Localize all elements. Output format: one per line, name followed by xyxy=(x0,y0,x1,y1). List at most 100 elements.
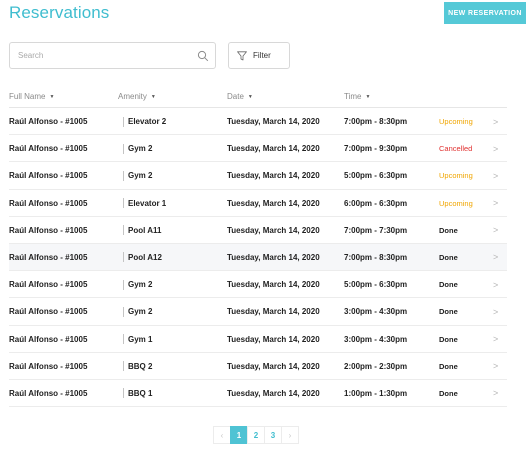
status-badge: Done xyxy=(439,280,458,290)
caret-down-icon: ▼ xyxy=(247,93,253,100)
chevron-right-icon[interactable]: > xyxy=(493,306,499,317)
chevron-right-icon[interactable]: > xyxy=(493,252,499,263)
date-cell: Tuesday, March 14, 2020 xyxy=(227,198,320,208)
table-row[interactable]: Raúl Alfonso - #1005 Gym 2 Tuesday, Marc… xyxy=(9,162,507,190)
chevron-right-icon[interactable]: > xyxy=(493,361,499,372)
amenity-cell: Elevator 2 xyxy=(123,108,166,135)
chevron-right-icon[interactable]: > xyxy=(493,334,499,344)
amenity-cell: Gym 1 xyxy=(123,326,152,353)
new-reservation-button[interactable]: NEW RESERVATION xyxy=(444,2,526,24)
amenity-cell: BBQ 1 xyxy=(123,380,152,407)
status-badge: Upcoming xyxy=(439,117,473,126)
chevron-right-icon[interactable]: > xyxy=(493,388,499,399)
table-row[interactable]: Raúl Alfonso - #1005 Elevator 2 Tuesday,… xyxy=(9,108,507,136)
status-badge: Done xyxy=(439,388,458,398)
table-row[interactable]: Raúl Alfonso - #1005 Gym 1 Tuesday, Marc… xyxy=(9,326,507,353)
chevron-right-icon[interactable]: > xyxy=(493,116,499,127)
table-row[interactable]: Raúl Alfonso - #1005 Pool A12 Tuesday, M… xyxy=(9,243,507,272)
amenity-label: Gym 2 xyxy=(128,144,153,154)
page-title: Reservations xyxy=(9,3,110,22)
amenity-cell: Gym 2 xyxy=(123,298,152,325)
search-icon[interactable] xyxy=(197,50,209,62)
full-name-cell: Raúl Alfonso - #1005 xyxy=(9,171,88,181)
table-row[interactable]: Raúl Alfonso - #1005 BBQ 1 Tuesday, Marc… xyxy=(9,380,507,408)
date-cell: Tuesday, March 14, 2020 xyxy=(227,171,320,181)
column-header-full-name[interactable]: Full Name ▼ xyxy=(9,92,54,101)
time-cell: 3:00pm - 4:30pm xyxy=(344,307,408,317)
status-badge: Done xyxy=(439,307,458,317)
table-row[interactable]: Raúl Alfonso - #1005 Gym 2 Tuesday, Marc… xyxy=(9,271,507,299)
status-badge: Done xyxy=(439,252,458,262)
page-button[interactable]: 1 xyxy=(230,426,248,444)
status-badge: Done xyxy=(439,361,458,371)
table-row[interactable]: Raúl Alfonso - #1005 Elevator 1 Tuesday,… xyxy=(9,190,507,217)
amenity-cell: Gym 2 xyxy=(123,162,152,189)
divider xyxy=(123,388,124,399)
table-row[interactable]: Raúl Alfonso - #1005 Pool A11 Tuesday, M… xyxy=(9,217,507,244)
date-cell: Tuesday, March 14, 2020 xyxy=(227,225,320,235)
divider xyxy=(123,225,124,236)
table-row[interactable]: Raúl Alfonso - #1005 BBQ 2 Tuesday, Marc… xyxy=(9,353,507,380)
amenity-label: Pool A12 xyxy=(128,252,162,262)
divider xyxy=(123,252,124,263)
chevron-right-icon[interactable]: > xyxy=(493,225,499,236)
time-cell: 2:00pm - 2:30pm xyxy=(344,361,408,371)
table-row[interactable]: Raúl Alfonso - #1005 Gym 2 Tuesday, Marc… xyxy=(9,298,507,326)
filter-icon xyxy=(237,50,247,60)
pagination: ‹ 1 2 3 › xyxy=(213,426,299,444)
column-label: Full Name xyxy=(9,92,46,101)
column-header-time[interactable]: Time ▼ xyxy=(344,92,370,101)
full-name-cell: Raúl Alfonso - #1005 xyxy=(9,198,88,208)
amenity-label: Gym 1 xyxy=(128,334,153,344)
amenity-cell: Gym 2 xyxy=(123,135,152,162)
page-button[interactable]: 2 xyxy=(247,426,265,444)
column-header-date[interactable]: Date ▼ xyxy=(227,92,253,101)
column-label: Amenity xyxy=(118,92,147,101)
date-cell: Tuesday, March 14, 2020 xyxy=(227,361,320,371)
table-row[interactable]: Raúl Alfonso - #1005 Gym 2 Tuesday, Marc… xyxy=(9,135,507,163)
time-cell: 6:00pm - 6:30pm xyxy=(344,198,408,208)
chevron-right-icon[interactable]: › xyxy=(281,426,299,444)
divider xyxy=(123,334,124,344)
date-cell: Tuesday, March 14, 2020 xyxy=(227,252,320,262)
date-cell: Tuesday, March 14, 2020 xyxy=(227,334,320,344)
amenity-cell: BBQ 2 xyxy=(123,353,152,380)
divider xyxy=(123,198,124,209)
search-input[interactable] xyxy=(18,51,188,60)
amenity-label: Elevator 1 xyxy=(128,198,167,208)
time-cell: 5:00pm - 6:30pm xyxy=(344,280,408,290)
chevron-left-icon[interactable]: ‹ xyxy=(213,426,231,444)
divider xyxy=(123,279,124,290)
time-cell: 7:00pm - 8:30pm xyxy=(344,252,408,262)
status-badge: Upcoming xyxy=(439,198,473,208)
status-badge: Done xyxy=(439,334,458,344)
caret-down-icon: ▼ xyxy=(150,93,156,100)
status-badge: Done xyxy=(439,225,458,235)
chevron-right-icon[interactable]: > xyxy=(493,143,499,154)
full-name-cell: Raúl Alfonso - #1005 xyxy=(9,225,88,235)
chevron-right-icon[interactable]: > xyxy=(493,279,499,290)
time-cell: 7:00pm - 7:30pm xyxy=(344,225,408,235)
full-name-cell: Raúl Alfonso - #1005 xyxy=(9,280,88,290)
date-cell: Tuesday, March 14, 2020 xyxy=(227,144,320,154)
amenity-cell: Elevator 1 xyxy=(123,190,166,217)
chevron-right-icon[interactable]: > xyxy=(493,170,499,181)
table-header: Full Name ▼ Amenity ▼ Date ▼ Time ▼ xyxy=(0,88,532,108)
amenity-cell: Pool A12 xyxy=(123,244,162,271)
amenity-label: BBQ 1 xyxy=(128,388,153,398)
full-name-cell: Raúl Alfonso - #1005 xyxy=(9,307,88,317)
column-label: Date xyxy=(227,92,244,101)
time-cell: 7:00pm - 9:30pm xyxy=(344,144,408,154)
amenity-cell: Pool A11 xyxy=(123,217,162,244)
full-name-cell: Raúl Alfonso - #1005 xyxy=(9,361,88,371)
full-name-cell: Raúl Alfonso - #1005 xyxy=(9,144,88,154)
amenity-label: Gym 2 xyxy=(128,171,153,181)
date-cell: Tuesday, March 14, 2020 xyxy=(227,388,320,398)
filter-label: Filter xyxy=(253,51,271,60)
search-box[interactable] xyxy=(9,42,216,69)
filter-button[interactable]: Filter xyxy=(228,42,290,69)
page-button[interactable]: 3 xyxy=(264,426,282,444)
chevron-right-icon[interactable]: > xyxy=(493,198,499,209)
column-header-amenity[interactable]: Amenity ▼ xyxy=(118,92,156,101)
caret-down-icon: ▼ xyxy=(365,93,371,100)
